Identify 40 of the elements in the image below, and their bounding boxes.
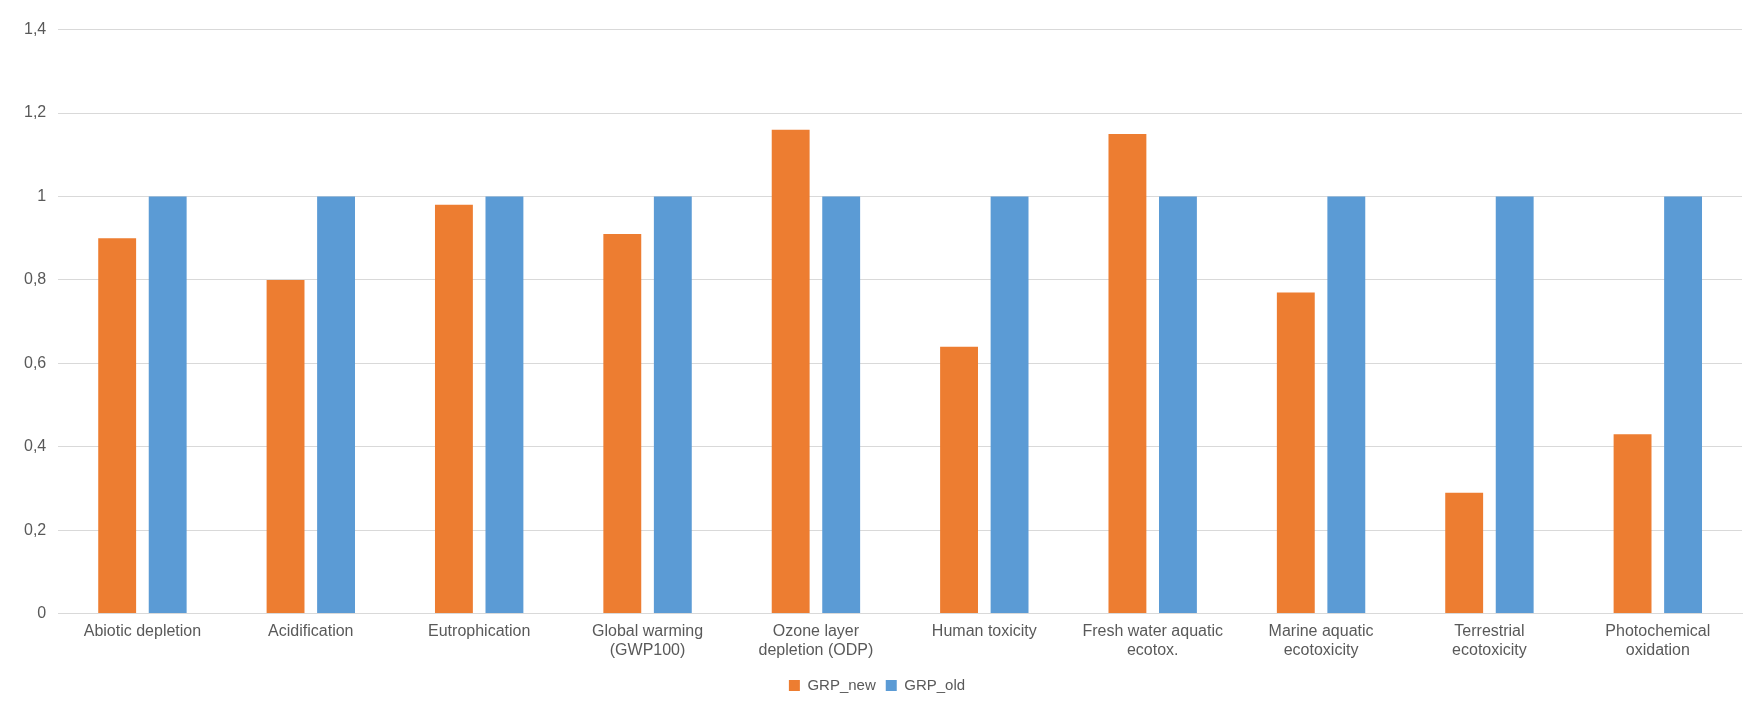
- x-tick-label: Acidification: [268, 621, 354, 639]
- bar: [266, 279, 305, 614]
- bar: [653, 196, 692, 614]
- bar: [98, 238, 137, 614]
- y-tick-label: 1,4: [23, 20, 47, 38]
- bar: [822, 196, 861, 614]
- x-tick-label: Fresh water aquatic ecotox.: [1082, 621, 1223, 658]
- bar: [1108, 133, 1147, 614]
- bar: [317, 196, 356, 614]
- x-tick-label: Terrestrial ecotoxicity: [1452, 621, 1527, 658]
- bar: [1664, 196, 1703, 614]
- legend-label: GRP_new: [807, 675, 876, 693]
- y-tick-label: 1: [37, 186, 47, 204]
- bar: [434, 204, 473, 614]
- bar: [1159, 196, 1197, 614]
- y-tick-label: 0,4: [23, 437, 47, 455]
- bar: [485, 196, 524, 614]
- x-tick-label: Global warming (GWP100): [591, 621, 704, 658]
- legend-label: GRP_old: [904, 675, 966, 693]
- x-tick-label: Eutrophication: [428, 621, 531, 639]
- bar: [1495, 196, 1534, 614]
- bar: [990, 196, 1029, 614]
- x-tick-label: Human toxicity: [931, 621, 1037, 639]
- y-tick-label: 0,2: [23, 520, 47, 538]
- bar: [1613, 434, 1652, 614]
- bar: [1445, 492, 1484, 614]
- x-tick-label: Marine aquatic ecotoxicity: [1268, 621, 1374, 658]
- x-tick-label: Abiotic depletion: [83, 621, 202, 639]
- bar: [940, 346, 978, 614]
- x-tick-label: Ozone layer depletion (ODP): [758, 621, 874, 658]
- y-tick-label: 0,8: [23, 270, 47, 288]
- bar: [771, 129, 810, 614]
- bar: [1327, 196, 1366, 614]
- y-tick-label: 0,6: [23, 353, 47, 371]
- bar: [1276, 292, 1315, 614]
- y-tick-label: 1,2: [23, 103, 47, 121]
- x-tick-label: Photochemical oxidation: [1605, 621, 1711, 658]
- y-tick-label: 0: [37, 604, 47, 622]
- bar: [603, 234, 642, 614]
- bar: [148, 196, 187, 614]
